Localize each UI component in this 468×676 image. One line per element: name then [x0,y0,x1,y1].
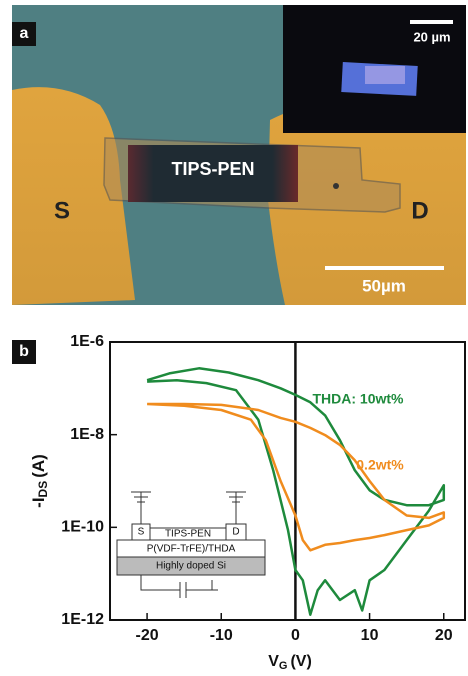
x-label-sub: G [279,660,288,672]
plot: 1E-12 1E-10 1E-8 1E-6 -20 -10 0 10 20 THDA: 10wt%… [61,333,465,644]
panel-label: a [20,25,29,42]
dielectric-text: P(VDF-TrFE)/THDA [147,544,236,555]
inset-scale-label: 20 µm [413,29,450,44]
source-label: S [54,197,70,224]
y-tick-label: 1E-6 [70,333,104,350]
y-tick-label: 1E-8 [70,426,104,443]
x-label-unit: (V) [290,653,311,670]
device-schematic: S TIPS-PEN D P(VDF-TrFE)/THDA Highly dop… [117,492,265,598]
channel-text: TIPS-PEN [165,529,211,540]
figure: 20 µm a TIPS-PEN S D 50µm b 1E-121E-101E… [0,0,468,676]
x-tick-label: -20 [136,627,159,644]
gate-circuit [141,575,218,598]
x-tick-label: 0 [291,627,300,644]
x-tick-label: 20 [435,627,453,644]
x-axis-label: VG(V) [268,653,312,672]
scale-label: 50µm [362,276,406,295]
crystal-highlight [365,66,405,84]
series-label: 0.2wt% [356,457,404,473]
x-tick-label: 10 [361,627,379,644]
series-label: THDA: 10wt% [312,391,404,407]
channel-label: TIPS-PEN [171,159,254,179]
plot-frame [110,342,465,620]
y-label-sub: DS [36,481,50,498]
micrograph: 20 µm a TIPS-PEN S D 50µm [12,5,466,305]
y-label-unit: (A) [29,454,48,478]
gate-text: Highly doped Si [156,561,226,572]
page: {"panel_a": {"label": "a", "inset_scale_… [0,0,468,676]
source-text: S [138,527,145,538]
x-tick-label: -10 [210,627,233,644]
drain-label: D [411,197,428,224]
y-tick-label: 1E-12 [61,611,104,628]
y-tick-label: 1E-10 [61,519,104,536]
y-label-main: -I [29,497,48,507]
drain-text: D [232,527,239,538]
x-label-main: V [268,653,279,670]
y-axis-label: -IDS (A) [29,454,50,508]
panel-label: b [19,343,29,360]
defect [333,183,339,189]
